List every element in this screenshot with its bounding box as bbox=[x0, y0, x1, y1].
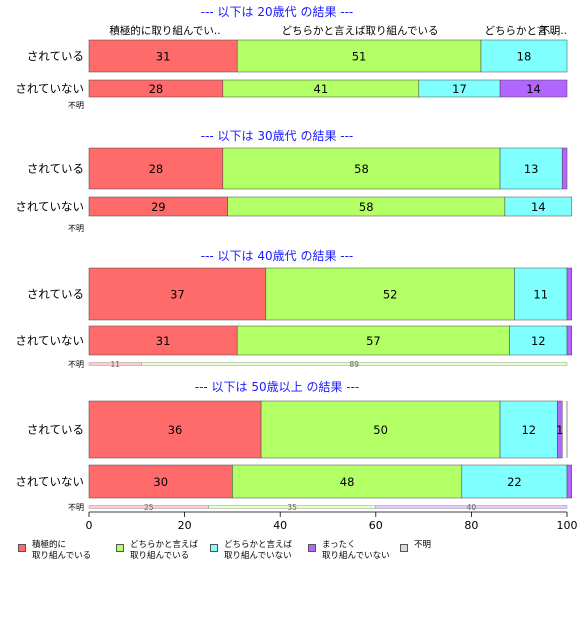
bar-segment-0-1-3 bbox=[499, 79, 568, 98]
bar-label-0-0-1: 51 bbox=[352, 50, 367, 64]
bar-label-3-0-0: 36 bbox=[168, 423, 183, 437]
x-tick-label-1: 20 bbox=[178, 519, 192, 532]
bar-label-2-1-2: 12 bbox=[531, 334, 546, 348]
bar-segment-2-0-3 bbox=[566, 267, 573, 321]
bar-label-0-1-2: 17 bbox=[452, 82, 467, 96]
bar-label-0-0-0: 31 bbox=[156, 50, 171, 64]
x-tick-label-2: 40 bbox=[273, 519, 287, 532]
legend-item-1: どちらかと言えば 取り組んでいる bbox=[116, 540, 198, 562]
legend-swatch-4 bbox=[400, 544, 408, 552]
unknown-value-2-0: 11 bbox=[111, 360, 121, 369]
bar-segment-2-1-2 bbox=[509, 325, 568, 356]
panel-title-3: --- 以下は 50歳以上 の結果 --- bbox=[195, 380, 360, 394]
bar-label-2-0-2: 11 bbox=[533, 288, 548, 302]
bar-segment-3-0-3 bbox=[557, 400, 563, 459]
row-label-2-1: されていない bbox=[15, 334, 84, 348]
legend-swatch-0 bbox=[18, 544, 26, 552]
unknown-label-0: 不明 bbox=[68, 101, 84, 110]
legend-item-2: どちらかと言えば 取り組んでいない bbox=[210, 540, 292, 562]
unknown-segment-3-3 bbox=[375, 505, 568, 509]
bar-segment-1-0-1 bbox=[222, 147, 501, 190]
bar-segment-3-0-2 bbox=[499, 400, 558, 459]
bar-label-1-0-1: 58 bbox=[354, 162, 369, 176]
panel-title-1: --- 以下は 30歳代 の結果 --- bbox=[201, 129, 354, 143]
unknown-value-3-0: 25 bbox=[144, 503, 154, 512]
panel-title-0: --- 以下は 20歳代 の結果 --- bbox=[201, 5, 354, 19]
bar-segment-2-0-2 bbox=[514, 267, 568, 321]
bar-label-3-1-0: 30 bbox=[153, 475, 168, 489]
bar-segment-3-0-1 bbox=[260, 400, 501, 459]
panel-title-2: --- 以下は 40歳代 の結果 --- bbox=[201, 249, 354, 263]
column-header-0: 積極的に取り組んでい.. bbox=[109, 24, 220, 37]
legend-label-0: 積極的に 取り組んでいる bbox=[32, 540, 92, 561]
bar-segment-1-1-2 bbox=[504, 196, 573, 217]
bar-segment-2-0-0 bbox=[88, 267, 267, 321]
legend-label-4: 不明 bbox=[414, 540, 432, 550]
bar-label-0-0-2: 18 bbox=[517, 50, 532, 64]
bar-label-0-1-1: 41 bbox=[314, 82, 329, 96]
bar-segment-2-1-3 bbox=[566, 325, 573, 356]
bar-label-3-0-1: 50 bbox=[373, 423, 388, 437]
bar-label-3-1-1: 48 bbox=[340, 475, 355, 489]
row-label-1-1: されていない bbox=[15, 200, 84, 214]
unknown-value-3-1: 35 bbox=[287, 503, 297, 512]
bar-segment-3-1-0 bbox=[88, 464, 233, 499]
legend-swatch-1 bbox=[116, 544, 124, 552]
row-label-3-1: されていない bbox=[15, 475, 84, 489]
legend-label-3: まったく 取り組んでいない bbox=[322, 540, 390, 561]
x-tick-label-3: 60 bbox=[369, 519, 383, 532]
bar-segment-3-1-1 bbox=[232, 464, 463, 499]
row-label-0-0: されている bbox=[27, 49, 84, 63]
unknown-value-2-1: 89 bbox=[350, 360, 360, 369]
x-tick-label-0: 0 bbox=[86, 519, 93, 532]
bar-segment-0-0-1 bbox=[236, 39, 482, 73]
bar-label-1-1-2: 14 bbox=[531, 200, 546, 214]
bar-segment-1-0-0 bbox=[88, 147, 224, 190]
bar-segment-0-0-2 bbox=[480, 39, 568, 73]
column-header-3: 不明.. bbox=[539, 25, 567, 37]
legend-swatch-3 bbox=[308, 544, 316, 552]
bar-label-1-1-0: 29 bbox=[151, 200, 166, 214]
bar-label-1-0-2: 13 bbox=[524, 162, 539, 176]
bar-label-2-1-1: 57 bbox=[366, 334, 381, 348]
row-label-0-1: されていない bbox=[15, 82, 84, 96]
x-tick-label-5: 100 bbox=[557, 519, 578, 532]
bar-label-3-0-2: 12 bbox=[521, 423, 536, 437]
legend-item-4: 不明 bbox=[400, 540, 431, 552]
bar-segment-2-1-1 bbox=[236, 325, 510, 356]
bar-segment-3-0-0 bbox=[88, 400, 262, 459]
unknown-label-1: 不明 bbox=[68, 224, 84, 233]
legend-swatch-2 bbox=[210, 544, 218, 552]
unknown-segment-2-1 bbox=[141, 362, 568, 366]
legend-label-2: どちらかと言えば 取り組んでいない bbox=[224, 540, 293, 561]
column-header-1: どちらかと言えば取り組んでいる bbox=[282, 24, 439, 37]
bar-segment-1-0-2 bbox=[499, 147, 563, 190]
bar-label-1-1-1: 58 bbox=[359, 200, 374, 214]
unknown-label-2: 不明 bbox=[68, 360, 84, 369]
bar-segment-3-1-3 bbox=[566, 464, 573, 499]
bar-label-1-0-0: 28 bbox=[149, 162, 164, 176]
row-label-1-0: されている bbox=[27, 162, 84, 176]
legend: 積極的に 取り組んでいる どちらかと言えば 取り組んでいる どちらかと言えば 取… bbox=[10, 540, 570, 580]
unknown-value-3-3: 40 bbox=[467, 503, 477, 512]
bar-label-2-1-0: 31 bbox=[156, 334, 171, 348]
x-tick-label-4: 80 bbox=[464, 519, 478, 532]
row-label-3-0: されている bbox=[27, 423, 84, 437]
legend-item-0: 積極的に 取り組んでいる bbox=[18, 540, 91, 562]
bar-label-0-1-3: 14 bbox=[526, 82, 541, 96]
row-label-2-0: されている bbox=[27, 287, 84, 301]
unknown-label-3: 不明 bbox=[68, 503, 84, 512]
bar-label-2-0-1: 52 bbox=[383, 288, 398, 302]
bar-label-3-0-3: 1 bbox=[556, 423, 563, 437]
bar-label-3-1-2: 22 bbox=[507, 475, 522, 489]
bar-segment-2-1-0 bbox=[88, 325, 238, 356]
bar-label-0-1-0: 28 bbox=[149, 82, 164, 96]
legend-item-3: まったく 取り組んでいない bbox=[308, 540, 390, 562]
column-header-2: どちらかと言... bbox=[484, 24, 557, 37]
legend-label-1: どちらかと言えば 取り組んでいる bbox=[130, 540, 199, 561]
bar-segment-1-0-3 bbox=[561, 147, 568, 190]
bar-label-2-0-0: 37 bbox=[170, 288, 185, 302]
